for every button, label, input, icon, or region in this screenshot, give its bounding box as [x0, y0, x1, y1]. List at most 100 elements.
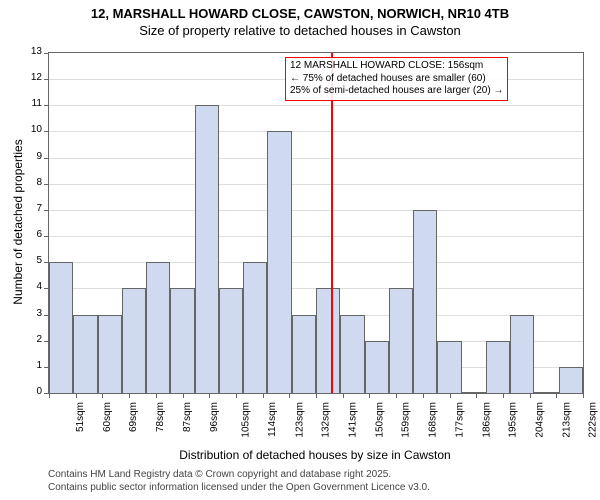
histogram-bar [389, 288, 413, 393]
x-tick-label: 96sqm [209, 402, 220, 432]
y-tick-label: 12 [18, 72, 42, 83]
footer-attribution: Contains HM Land Registry data © Crown c… [48, 468, 430, 494]
gridline [49, 184, 583, 185]
y-tick-label: 2 [18, 334, 42, 345]
x-tick [396, 393, 397, 398]
x-tick [76, 393, 77, 398]
x-tick [423, 393, 424, 398]
x-tick-label: 168sqm [428, 402, 439, 438]
x-tick-label: 78sqm [155, 402, 166, 432]
x-tick [129, 393, 130, 398]
x-tick-label: 87sqm [182, 402, 193, 432]
chart-title-line1: 12, MARSHALL HOWARD CLOSE, CAWSTON, NORW… [0, 0, 600, 23]
chart-title-line2: Size of property relative to detached ho… [0, 23, 600, 44]
footer-line1: Contains HM Land Registry data © Crown c… [48, 468, 430, 481]
x-tick-label: 141sqm [348, 402, 359, 438]
y-tick-label: 1 [18, 360, 42, 371]
histogram-bar [316, 288, 340, 393]
histogram-bar [462, 392, 486, 393]
histogram-bar [195, 105, 219, 393]
x-tick [530, 393, 531, 398]
x-tick [183, 393, 184, 398]
callout-box: 12 MARSHALL HOWARD CLOSE: 156sqm← 75% of… [285, 57, 508, 101]
y-tick [44, 158, 49, 159]
x-tick [289, 393, 290, 398]
x-tick [156, 393, 157, 398]
x-tick [369, 393, 370, 398]
x-tick-label: 204sqm [534, 402, 545, 438]
y-tick-label: 7 [18, 203, 42, 214]
x-tick [263, 393, 264, 398]
histogram-bar [243, 262, 267, 393]
histogram-bar [122, 288, 146, 393]
y-tick-label: 6 [18, 229, 42, 240]
y-tick [44, 53, 49, 54]
x-tick [450, 393, 451, 398]
x-tick [316, 393, 317, 398]
x-tick-label: 150sqm [374, 402, 385, 438]
histogram-bar [534, 392, 558, 393]
gridline [49, 158, 583, 159]
y-tick [44, 236, 49, 237]
y-tick-label: 9 [18, 151, 42, 162]
histogram-bar [170, 288, 194, 393]
y-tick [44, 131, 49, 132]
x-tick-label: 69sqm [128, 402, 139, 432]
callout-line: ← 75% of detached houses are smaller (60… [290, 73, 503, 86]
x-tick-label: 132sqm [321, 402, 332, 438]
x-tick-label: 105sqm [241, 402, 252, 438]
y-tick-label: 5 [18, 255, 42, 266]
x-tick-label: 195sqm [508, 402, 519, 438]
gridline [49, 131, 583, 132]
plot-area: 12 MARSHALL HOWARD CLOSE: 156sqm← 75% of… [48, 52, 584, 394]
histogram-bar [413, 210, 437, 393]
y-tick-label: 3 [18, 308, 42, 319]
histogram-bar [219, 288, 243, 393]
histogram-bar [267, 131, 291, 393]
histogram-bar [510, 315, 534, 393]
x-tick [583, 393, 584, 398]
y-tick-label: 4 [18, 281, 42, 292]
chart-container: { "title_line1": "12, MARSHALL HOWARD CL… [0, 0, 600, 500]
x-tick-label: 114sqm [267, 402, 278, 437]
x-tick [102, 393, 103, 398]
x-tick [503, 393, 504, 398]
gridline [49, 210, 583, 211]
histogram-bar [365, 341, 389, 393]
histogram-bar [292, 315, 316, 393]
histogram-bar [73, 315, 97, 393]
x-tick [49, 393, 50, 398]
x-tick-label: 186sqm [481, 402, 492, 438]
y-tick-label: 8 [18, 177, 42, 188]
y-tick [44, 184, 49, 185]
y-tick [44, 210, 49, 211]
x-tick-label: 177sqm [454, 402, 465, 438]
y-tick-label: 0 [18, 386, 42, 397]
x-tick-label: 213sqm [561, 402, 572, 438]
x-tick-label: 123sqm [294, 402, 305, 438]
histogram-bar [340, 315, 364, 393]
reference-line [331, 53, 333, 393]
histogram-bar [486, 341, 510, 393]
callout-line: 25% of semi-detached houses are larger (… [290, 85, 503, 98]
y-tick [44, 79, 49, 80]
histogram-bar [559, 367, 583, 393]
x-tick-label: 60sqm [102, 402, 113, 432]
histogram-bar [98, 315, 122, 393]
x-tick [209, 393, 210, 398]
y-tick [44, 105, 49, 106]
callout-line: 12 MARSHALL HOWARD CLOSE: 156sqm [290, 60, 503, 73]
gridline [49, 262, 583, 263]
histogram-bar [146, 262, 170, 393]
x-tick-label: 51sqm [75, 402, 86, 432]
x-tick [236, 393, 237, 398]
gridline [49, 236, 583, 237]
footer-line2: Contains public sector information licen… [48, 481, 430, 494]
x-tick-label: 222sqm [588, 402, 599, 438]
histogram-bar [437, 341, 461, 393]
x-tick-label: 159sqm [401, 402, 412, 438]
y-tick-label: 11 [18, 98, 42, 109]
histogram-bar [49, 262, 73, 393]
x-tick [343, 393, 344, 398]
y-tick-label: 10 [18, 124, 42, 135]
